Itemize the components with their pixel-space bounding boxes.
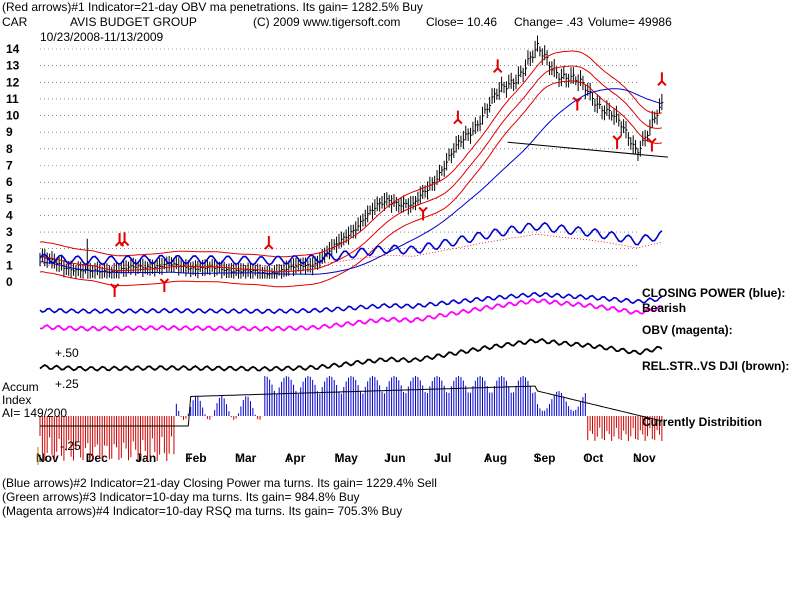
upper-band-line (39, 50, 662, 258)
price-tick-label: 13 (6, 59, 20, 73)
price-tick-label: 10 (6, 109, 20, 123)
ai-value: AI= 149/200 (2, 406, 68, 420)
month-label: Apr (285, 451, 306, 465)
buy-arrow-head (657, 79, 667, 87)
trend-line (507, 141, 669, 158)
close-value: Close= 10.46 (426, 15, 498, 29)
month-label: Aug (484, 451, 507, 465)
price-tick-label: 0 (6, 275, 13, 289)
month-label: Sep (534, 451, 556, 465)
buy-arrow-head (264, 243, 274, 250)
price-tick-label: 1 (6, 258, 13, 272)
price-tick-label: 6 (6, 175, 13, 189)
price-tick-label: 7 (6, 159, 13, 173)
month-axis: Nov Dec Jan Feb Mar Apr May Jun Jul Aug Sep Oct Nov (36, 447, 656, 465)
accum-title: Accum (2, 380, 39, 394)
price-tick-label: 9 (6, 125, 13, 139)
cp-panel-line (39, 291, 663, 315)
moving-averages (39, 50, 669, 288)
bearish-label: Bearish (642, 301, 687, 315)
copyright: (C) 2009 www.tigersoft.com (253, 15, 401, 29)
month-label: Oct (583, 451, 603, 465)
sell-arrow-head (572, 96, 583, 103)
currently-distribution-label: Currently Distribition (642, 415, 763, 429)
closing-power-line (39, 221, 663, 266)
price-tick-label: 4 (6, 208, 13, 222)
indicator1-line: (Red arrows)#1 Indicator=21-day OBV ma p… (2, 0, 423, 14)
buy-arrow-head (119, 239, 130, 247)
rel-str-label: REL.STR..VS DJI (brown): (642, 359, 790, 373)
price-tick-label: 3 (6, 225, 13, 239)
signal-arrows (109, 59, 667, 297)
ma21-line (39, 65, 662, 273)
ma50-line (39, 88, 663, 275)
month-label: Jan (136, 451, 157, 465)
buy-arrow-head (453, 118, 463, 125)
price-tick-label: 5 (6, 192, 13, 206)
price-tick-label: 8 (6, 142, 13, 156)
month-label: Jul (434, 451, 451, 465)
month-label: May (335, 451, 359, 465)
sell-arrow-head (159, 278, 170, 285)
price-tick-label: 2 (6, 242, 13, 256)
rel-str-line (39, 337, 663, 372)
indicator4-line: (Magenta arrows)#4 Indicator=10-day RSQ … (2, 504, 403, 518)
ticker: CAR (2, 15, 28, 29)
sell-arrow-head (612, 135, 622, 142)
obv-line (39, 298, 663, 332)
accum-ma-line (40, 385, 663, 427)
month-label: Jun (384, 451, 405, 465)
month-label: Nov (633, 451, 656, 465)
month-label: Feb (185, 451, 206, 465)
closing-power-label: CLOSING POWER (blue): (642, 286, 786, 300)
sell-arrow-head (647, 137, 657, 144)
buy-arrow-head (492, 66, 503, 74)
month-label: Mar (235, 451, 257, 465)
price-bars (39, 35, 664, 279)
price-gridlines (40, 48, 637, 266)
sell-arrow-head (109, 283, 120, 290)
accum-index-title: Index (2, 393, 32, 407)
month-label: Dec (86, 451, 108, 465)
accum-minus25: -.25 (60, 439, 81, 453)
accum-histogram (39, 376, 663, 461)
change-value: Change= .43 (514, 15, 584, 29)
obv-label: OBV (magenta): (642, 323, 733, 337)
price-tick-label: 12 (6, 75, 20, 89)
indicator3-line: (Green arrows)#3 Indicator=10-day ma tur… (2, 490, 360, 504)
price-tick-label: 11 (6, 92, 19, 106)
indicator-panels (39, 221, 663, 372)
date-range: 10/23/2008-11/13/2009 (40, 30, 164, 44)
month-label: Nov (36, 451, 59, 465)
indicator2-line: (Blue arrows)#2 Indicator=21-day Closing… (2, 476, 437, 490)
company-name: AVIS BUDGET GROUP (70, 15, 197, 29)
accum-plus50: +.50 (55, 346, 79, 360)
accum-plus25: +.25 (55, 377, 79, 391)
price-tick-label: 14 (6, 42, 20, 56)
sell-arrow-head (418, 206, 428, 213)
volume-value: Volume= 49986 (588, 15, 672, 29)
